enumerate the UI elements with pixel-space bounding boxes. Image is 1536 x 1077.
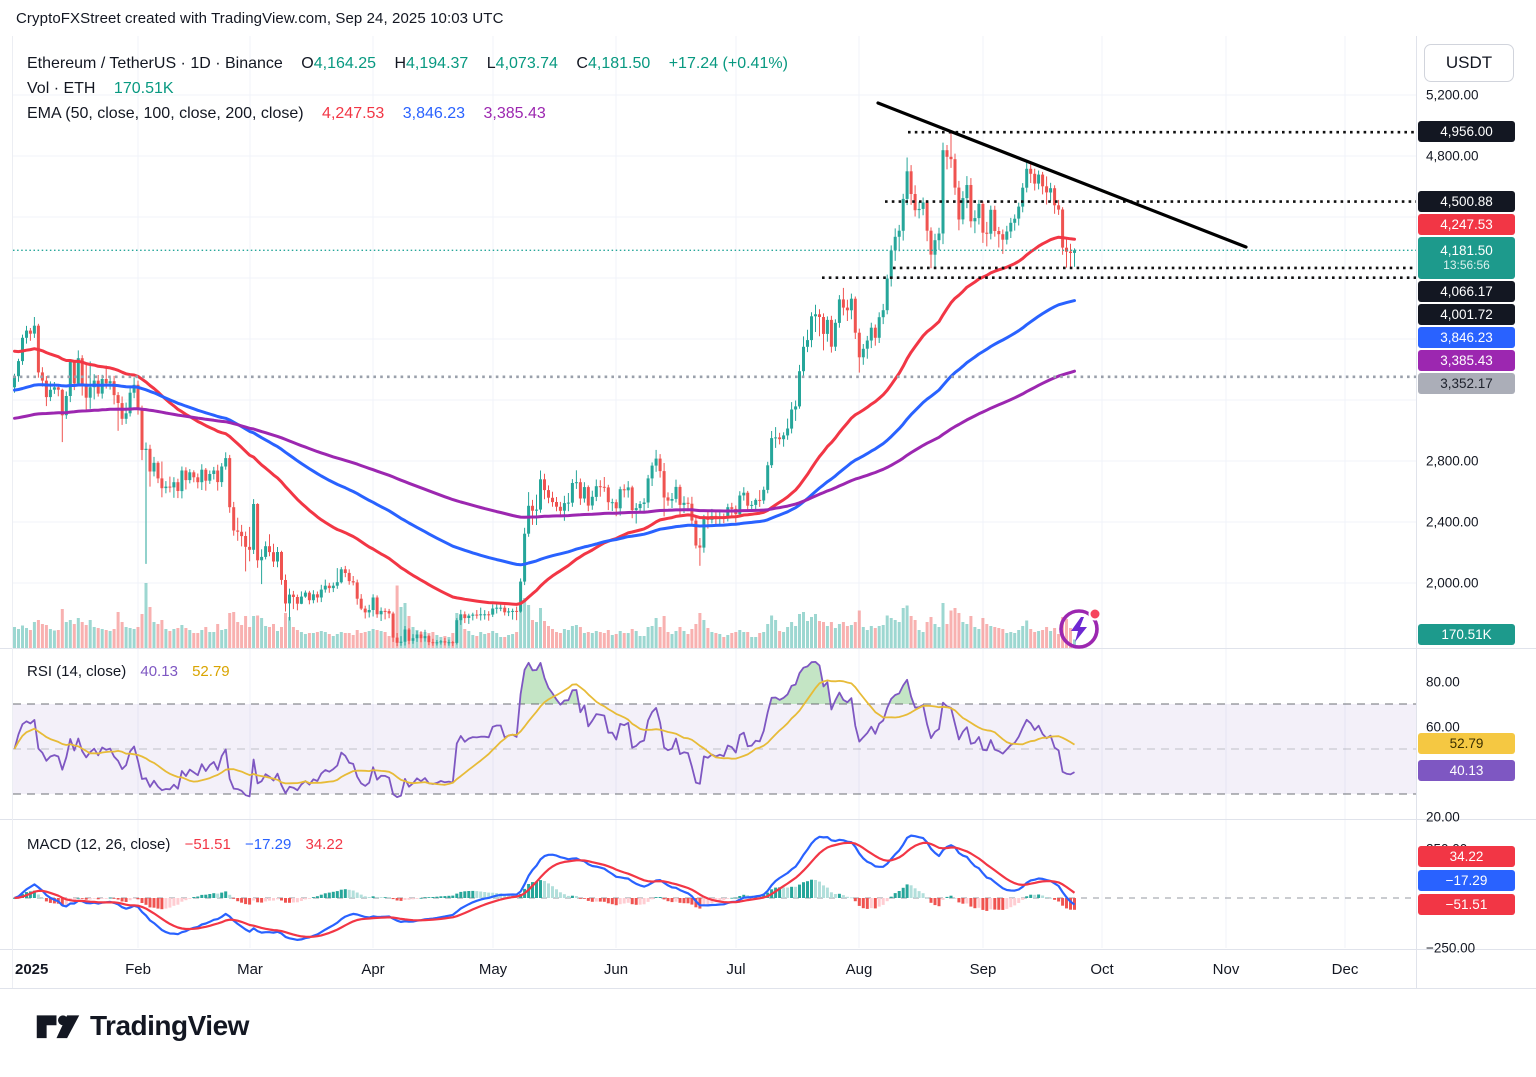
tradingview-mark-icon <box>36 1015 80 1039</box>
tradingview-wordmark: TradingView <box>90 1010 249 1041</box>
flash-attribution-icon[interactable] <box>1056 604 1104 652</box>
lightning-bolt-icon <box>1071 617 1087 642</box>
tradingview-logo[interactable]: TradingView <box>36 1008 249 1044</box>
currency-toggle-button[interactable]: USDT <box>1424 44 1514 82</box>
